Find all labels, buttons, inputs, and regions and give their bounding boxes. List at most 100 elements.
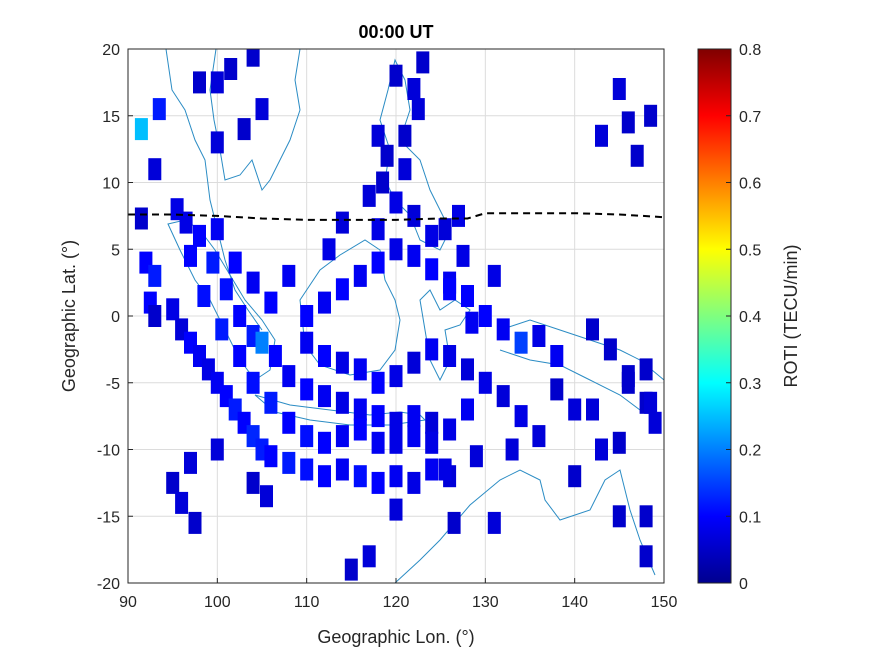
roti-cell xyxy=(478,305,492,327)
roti-cell xyxy=(300,378,314,401)
roti-cell xyxy=(461,285,474,307)
roti-cell xyxy=(461,398,474,421)
roti-cell xyxy=(407,471,421,494)
roti-cell xyxy=(514,405,528,428)
roti-cell xyxy=(134,207,148,230)
roti-cell xyxy=(233,305,247,327)
roti-cell xyxy=(224,58,238,80)
roti-cell xyxy=(246,49,260,67)
y-tick-label: -15 xyxy=(97,509,120,526)
roti-cell xyxy=(452,204,465,227)
roti-cell xyxy=(603,338,617,361)
roti-cell xyxy=(644,104,658,127)
y-tick-label: -10 xyxy=(97,443,120,460)
roti-cell xyxy=(282,264,296,287)
roti-cell xyxy=(425,431,439,454)
y-axis-label: Geographic Lat. (°) xyxy=(59,240,79,392)
roti-cell xyxy=(282,365,296,388)
roti-cell xyxy=(148,305,162,327)
roti-cell xyxy=(300,331,314,354)
y-axis-ticks: 20 15 10 5 0 -5 -10 -15 -20 xyxy=(97,42,133,593)
roti-cell xyxy=(425,258,439,281)
roti-cell xyxy=(456,244,470,267)
coastline-java xyxy=(254,394,427,426)
colorbar-tick-label: 0.5 xyxy=(739,242,761,259)
roti-cell xyxy=(210,131,224,154)
roti-cell xyxy=(639,505,653,528)
roti-cell xyxy=(371,371,385,394)
roti-cell xyxy=(353,465,367,488)
roti-cell xyxy=(568,398,582,421)
roti-cell xyxy=(487,511,501,534)
roti-cell xyxy=(496,318,510,341)
roti-cell xyxy=(318,431,331,454)
colorbar-tick-label: 0.7 xyxy=(739,109,761,126)
roti-cell xyxy=(260,485,273,508)
roti-cell xyxy=(237,118,251,141)
roti-cell xyxy=(407,244,421,267)
roti-cell xyxy=(389,411,403,434)
roti-cell xyxy=(335,211,349,234)
x-tick-label: 100 xyxy=(204,594,231,611)
roti-cell xyxy=(478,371,492,394)
roti-cell xyxy=(469,445,483,468)
roti-cell xyxy=(612,505,626,528)
roti-cell xyxy=(353,264,367,287)
roti-cell xyxy=(371,124,385,147)
roti-cell xyxy=(465,311,479,334)
roti-cell xyxy=(443,418,457,441)
x-tick-label: 90 xyxy=(119,594,137,611)
roti-cell xyxy=(595,438,608,461)
roti-cell xyxy=(532,325,546,347)
roti-cell xyxy=(371,405,385,428)
colorbar-tick-label: 0.8 xyxy=(739,42,761,59)
roti-cell xyxy=(380,144,394,167)
roti-cell xyxy=(438,218,452,241)
y-tick-label: 5 xyxy=(111,242,120,259)
roti-cell xyxy=(233,345,247,367)
roti-cell xyxy=(300,458,314,481)
roti-cell xyxy=(318,465,331,488)
roti-cell xyxy=(255,331,269,354)
colorbar xyxy=(697,48,732,584)
roti-cell xyxy=(586,398,599,421)
roti-cell xyxy=(148,158,162,181)
roti-cell xyxy=(407,78,421,100)
x-axis-label: Geographic Lon. (°) xyxy=(317,627,474,647)
roti-cell xyxy=(621,111,635,134)
roti-cell xyxy=(318,291,331,314)
roti-cell xyxy=(425,458,439,481)
colorbar-tick-label: 0.6 xyxy=(739,176,761,193)
roti-cell xyxy=(152,98,166,121)
roti-cell xyxy=(318,345,331,367)
roti-cell xyxy=(335,458,349,481)
colorbar-label: ROTI (TECU/min) xyxy=(781,245,801,388)
roti-cell xyxy=(550,378,564,401)
roti-cell xyxy=(175,491,189,514)
roti-cell xyxy=(166,298,180,321)
roti-cell xyxy=(425,224,439,247)
roti-cell xyxy=(389,498,403,521)
roti-cell xyxy=(255,98,269,121)
roti-cell xyxy=(425,411,439,434)
roti-cell xyxy=(630,144,644,167)
roti-cell xyxy=(407,204,421,227)
colorbar-tick-label: 0.3 xyxy=(739,376,761,393)
coastline-indochina xyxy=(165,49,301,331)
y-tick-label: 15 xyxy=(102,109,120,126)
roti-cell xyxy=(371,251,385,274)
roti-cell xyxy=(487,264,501,287)
roti-cell xyxy=(389,191,403,214)
chart-title: 00:00 UT xyxy=(358,22,433,42)
roti-cell xyxy=(371,471,385,494)
roti-cell xyxy=(184,451,197,474)
x-tick-label: 110 xyxy=(294,594,320,611)
roti-cell xyxy=(425,338,439,361)
roti-cell xyxy=(210,71,224,94)
roti-cell xyxy=(335,351,349,374)
roti-cell xyxy=(335,425,349,448)
roti-cell xyxy=(648,411,662,434)
y-tick-label: -5 xyxy=(106,376,120,393)
roti-cell xyxy=(166,471,180,494)
